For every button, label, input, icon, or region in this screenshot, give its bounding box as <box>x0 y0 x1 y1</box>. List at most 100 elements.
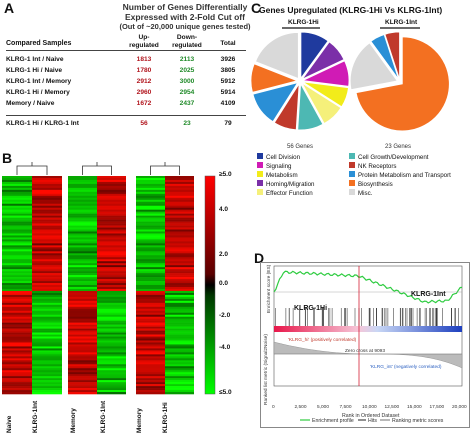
heatmap-cell <box>2 247 32 250</box>
cell-down: 2025 <box>179 67 195 74</box>
heatmap-cell <box>32 245 62 248</box>
heatmap-cell <box>2 207 32 210</box>
heatmap-cell <box>68 241 97 244</box>
heatmap-cell <box>165 209 194 212</box>
heatmap-cell <box>68 328 97 331</box>
heatmap-cell <box>2 253 32 256</box>
heatmap-cell <box>165 292 194 296</box>
heatmap-cell <box>32 376 62 379</box>
heatmap-cell <box>165 203 194 207</box>
heatmap-cell <box>32 275 62 278</box>
heatmap-cell <box>97 344 126 347</box>
heatmap-cell <box>68 265 97 268</box>
heatmap-cell <box>32 334 62 337</box>
heatmap-cell <box>165 237 194 240</box>
heatmap-cell <box>32 358 62 361</box>
heatmap-cell <box>97 191 126 195</box>
heatmap-cell <box>97 320 126 323</box>
heatmap-cell <box>136 368 165 371</box>
pie-slice <box>370 34 400 80</box>
heatmap-cell <box>68 263 97 266</box>
heatmap-cell <box>165 176 194 179</box>
heatmap-cell <box>68 225 97 228</box>
heatmap-cell <box>68 390 97 393</box>
heatmap-cell <box>2 261 32 264</box>
heatmap-cell <box>32 267 62 270</box>
heatmap-cell <box>68 356 97 359</box>
heatmap-cell <box>165 219 194 222</box>
heatmap-cell <box>97 185 126 189</box>
heatmap-cell <box>136 340 165 343</box>
gsea-plot <box>273 265 463 421</box>
heatmap-cell <box>97 372 126 375</box>
heatmap-cell <box>2 281 32 284</box>
heatmap-cell <box>136 229 165 232</box>
scale-tick-label: 0.0 <box>219 280 229 287</box>
heatmap-cell <box>165 201 194 205</box>
heatmap-cell <box>32 312 62 316</box>
heatmap-cell <box>32 199 62 203</box>
heatmap-cell <box>165 298 194 302</box>
heatmap-cell <box>32 237 62 240</box>
heatmap-cell <box>97 362 126 365</box>
heatmap-cell <box>97 277 126 280</box>
heatmap-cell <box>136 203 165 207</box>
heatmap-cell <box>68 354 97 357</box>
heatmap-cell <box>136 181 165 185</box>
cell-up: 1780 <box>136 67 152 74</box>
heatmap-cell <box>136 374 165 377</box>
heatmap-cell <box>32 211 62 214</box>
heatmap-column-label: KLRG-1Int <box>32 400 39 433</box>
heatmap-cell <box>136 235 165 238</box>
heatmap-cell <box>2 308 32 312</box>
heatmap-cell <box>165 322 194 325</box>
heatmap-cell <box>97 314 126 318</box>
heatmap-cell <box>97 263 126 266</box>
heatmap-cell <box>97 203 126 207</box>
heatmap-cell <box>97 213 126 216</box>
legend-item: Misc. <box>349 189 372 198</box>
heatmap-cell <box>136 283 165 286</box>
legend-item: Metabolism <box>257 171 298 180</box>
pie2-label: KLRG-1Int <box>385 19 418 26</box>
cell-name: KLRG-1 Hi / Memory <box>6 89 70 96</box>
heatmap-cell <box>2 322 32 325</box>
heatmap-cell <box>68 310 97 314</box>
heatmap-cell <box>2 185 32 189</box>
heatmap-cell <box>2 241 32 244</box>
heatmap-cell <box>136 199 165 203</box>
heatmap-cell <box>32 205 62 209</box>
scale-tick-label: -2.0 <box>219 312 231 319</box>
heatmap-cell <box>2 179 32 183</box>
heatmap-cell <box>32 390 62 393</box>
heatmap-cell <box>97 215 126 218</box>
heatmap-cell <box>68 294 97 298</box>
cell-up: 1672 <box>136 100 152 107</box>
heatmap-cell <box>136 300 165 304</box>
heatmap-cell <box>68 267 97 270</box>
heatmap-cell <box>136 205 165 209</box>
heatmap-cell <box>68 378 97 381</box>
heatmap-cell <box>165 207 194 210</box>
heatmap-cell <box>2 296 32 300</box>
heatmap-cell <box>2 215 32 218</box>
pie-slice <box>301 41 345 80</box>
heatmap-cell <box>2 195 32 199</box>
heatmap-cell <box>97 384 126 387</box>
heatmap-cell <box>32 179 62 183</box>
heatmap-cell <box>68 352 97 355</box>
legend-label: Homing/Migration <box>266 181 315 188</box>
heatmap-cell <box>136 324 165 327</box>
heatmap-cell <box>136 354 165 357</box>
pie-slice <box>301 82 342 125</box>
heatmap-cell <box>32 350 62 353</box>
heatmap-cell <box>32 302 62 306</box>
heatmap-cell <box>136 352 165 355</box>
heatmap-cell <box>2 380 32 383</box>
heatmap-cell <box>68 316 97 319</box>
heatmap-cell <box>165 390 194 393</box>
heatmap-cell <box>68 179 97 183</box>
heatmap-cell <box>165 320 194 323</box>
heatmap-cell <box>165 368 194 371</box>
heatmap-cell <box>97 302 126 306</box>
